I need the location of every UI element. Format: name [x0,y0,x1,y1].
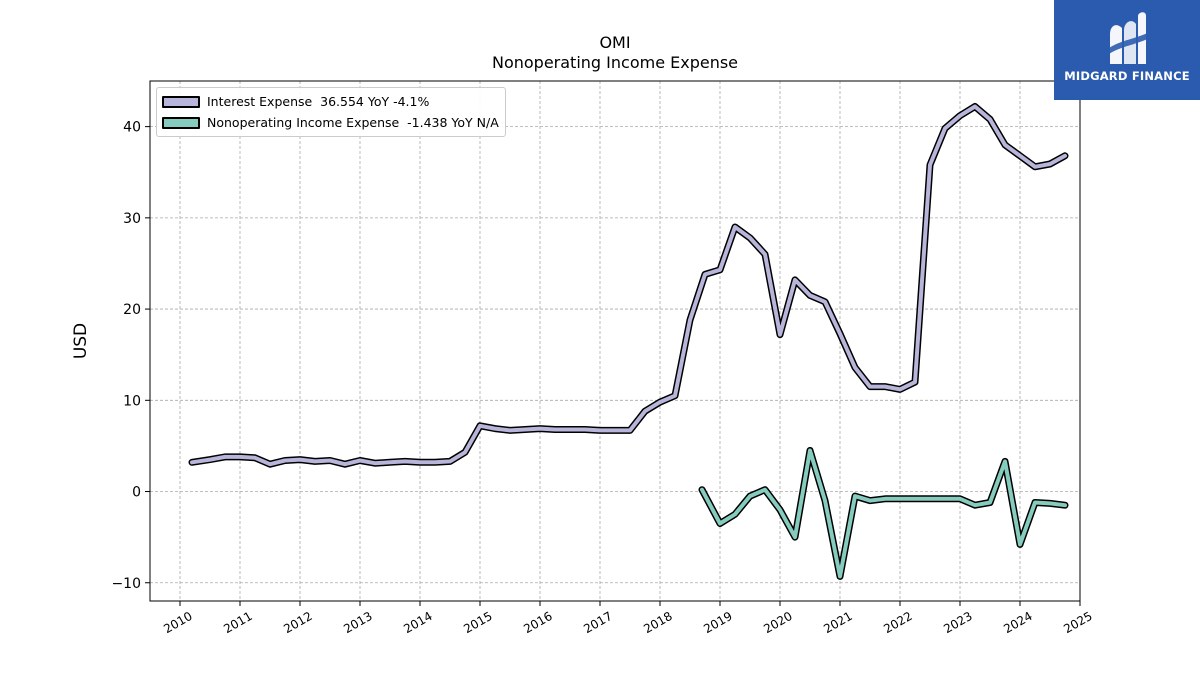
x-tick-label: 2020 [761,609,794,636]
y-tick-label: 40 [123,120,141,136]
legend-label-nonoperating-income-expense: Nonoperating Income Expense -1.438 YoY N… [207,115,499,130]
y-tick-label: 10 [123,393,141,409]
x-tick-label: 2011 [221,609,254,636]
legend-item-nonoperating-income-expense: Nonoperating Income Expense -1.438 YoY N… [162,112,499,133]
y-tick-label: 0 [132,485,141,501]
x-tick-label: 2025 [1061,609,1094,636]
x-tick-label: 2023 [941,609,974,636]
logo-mark-icon [1106,12,1150,64]
series-outline-nonoperating-income-expense [698,447,1069,580]
x-tick-label: 2016 [521,609,554,636]
legend-swatch-nonoperating-income-expense [162,116,200,129]
x-tick-label: 2014 [401,609,434,636]
x-tick-label: 2024 [1001,609,1034,636]
plot-frame [149,80,1081,602]
series-line-nonoperating-income-expense [700,448,1067,579]
x-tick-label: 2015 [461,609,494,636]
x-tick-label: 2019 [701,609,734,636]
chart-title: OMI [599,33,631,52]
brand-logo: MIDGARD FINANCE [1054,0,1200,100]
x-tick-label: 2010 [161,609,194,636]
logo-text: MIDGARD FINANCE [1064,69,1190,83]
x-tick-label: 2012 [281,609,314,636]
x-tick-label: 2021 [821,609,854,636]
grid [150,81,1081,601]
legend-label-interest-expense: Interest Expense 36.554 YoY -4.1% [207,94,430,109]
x-tick-label: 2017 [581,609,614,636]
x-tick-label: 2013 [341,609,374,636]
y-tick-label: 30 [123,211,141,227]
legend-swatch-interest-expense [162,95,200,108]
series-line-interest-expense [190,104,1067,467]
legend: Interest Expense 36.554 YoY -4.1% Nonope… [156,87,506,137]
series-lines [188,103,1069,580]
axis-ticks: 2010 2011 2012 2013 2014 2015 2016 2017 2018 2019… [111,120,1094,637]
legend-item-interest-expense: Interest Expense 36.554 YoY -4.1% [162,91,499,112]
y-axis-label: USD [71,323,91,359]
chart-subtitle: Nonoperating Income Expense [491,53,739,72]
y-tick-label: −10 [111,576,141,592]
y-tick-label: 20 [123,302,141,318]
x-tick-label: 2022 [881,609,914,636]
x-tick-label: 2018 [641,609,674,636]
